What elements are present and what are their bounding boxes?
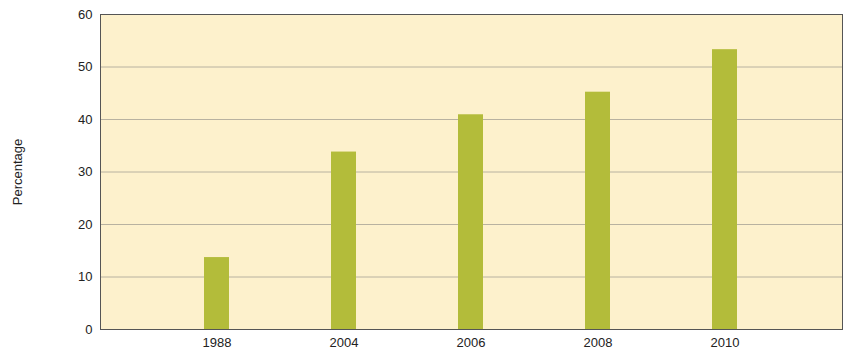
svg-text:2004: 2004 <box>330 335 359 350</box>
svg-text:60: 60 <box>78 7 92 22</box>
svg-text:30: 30 <box>78 164 92 179</box>
svg-text:2006: 2006 <box>457 335 486 350</box>
svg-text:20: 20 <box>78 217 92 232</box>
svg-text:Percentage: Percentage <box>10 139 25 206</box>
svg-text:2010: 2010 <box>711 335 740 350</box>
svg-text:1988: 1988 <box>203 335 232 350</box>
svg-text:40: 40 <box>78 112 92 127</box>
svg-text:0: 0 <box>85 322 92 337</box>
svg-text:2008: 2008 <box>584 335 613 350</box>
svg-text:10: 10 <box>78 269 92 284</box>
svg-text:50: 50 <box>78 59 92 74</box>
